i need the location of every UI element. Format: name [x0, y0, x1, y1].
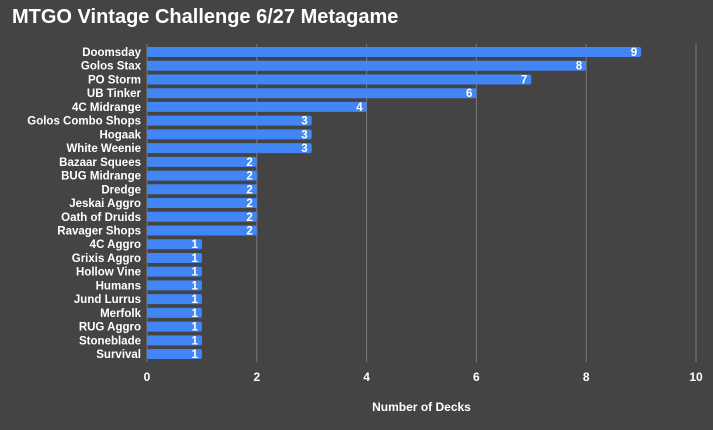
bar — [147, 198, 257, 209]
data-label: 1 — [191, 267, 198, 279]
category-label: Stoneblade — [79, 335, 141, 347]
category-label: RUG Aggro — [79, 322, 141, 334]
bar — [147, 294, 202, 305]
bar — [147, 349, 202, 360]
bar — [147, 321, 202, 332]
category-label: 4C Aggro — [90, 239, 141, 251]
category-label: UB Tinker — [87, 88, 142, 100]
category-label: 4C Midrange — [72, 102, 141, 114]
data-label: 1 — [191, 349, 198, 361]
category-label: Merfolk — [100, 308, 142, 320]
bar — [147, 60, 587, 71]
x-tick-label: 8 — [583, 370, 590, 384]
data-label: 2 — [246, 198, 252, 210]
category-label: Bazaar Squees — [59, 157, 141, 169]
data-label: 2 — [246, 171, 252, 183]
bar — [147, 129, 312, 140]
bar — [147, 156, 257, 167]
data-label: 2 — [246, 184, 252, 196]
category-label: White Weenie — [66, 143, 141, 155]
bar — [147, 47, 642, 57]
data-label: 7 — [521, 74, 527, 86]
bar — [147, 101, 367, 112]
data-label: 1 — [191, 294, 198, 306]
data-label: 1 — [191, 322, 198, 334]
bar — [147, 335, 202, 346]
data-label: 6 — [466, 88, 472, 100]
data-label: 9 — [631, 47, 637, 59]
category-label: Survival — [96, 349, 141, 361]
bar — [147, 184, 257, 195]
category-label: PO Storm — [88, 74, 141, 86]
bar — [147, 170, 257, 181]
category-label: Hollow Vine — [76, 267, 141, 279]
data-label: 1 — [191, 239, 198, 251]
bar — [147, 74, 532, 85]
data-label: 1 — [191, 335, 198, 347]
bar — [147, 307, 202, 318]
category-label: Doomsday — [82, 47, 141, 59]
data-label: 8 — [576, 61, 583, 73]
category-label: Grixis Aggro — [72, 253, 141, 265]
bar — [147, 115, 312, 126]
category-label: Golos Combo Shops — [27, 116, 141, 128]
bar — [147, 252, 202, 263]
category-label: Hogaak — [99, 129, 141, 141]
data-label: 4 — [356, 102, 363, 114]
category-label: Dredge — [101, 184, 141, 196]
bar — [147, 88, 477, 99]
category-label: Humans — [96, 280, 141, 292]
category-label: Ravager Shops — [57, 225, 141, 237]
data-label: 3 — [301, 143, 307, 155]
data-label: 2 — [246, 212, 252, 224]
bar — [147, 280, 202, 291]
data-label: 1 — [191, 253, 198, 265]
bar — [147, 211, 257, 222]
category-label: Jund Lurrus — [74, 294, 141, 306]
data-label: 1 — [191, 308, 198, 320]
data-label: 2 — [246, 157, 252, 169]
bar — [147, 239, 202, 250]
data-label: 3 — [301, 129, 307, 141]
category-label: Golos Stax — [81, 61, 142, 73]
bar — [147, 266, 202, 277]
x-axis-title: Number of Decks — [372, 400, 471, 414]
data-label: 2 — [246, 225, 252, 237]
x-tick-label: 6 — [473, 370, 480, 384]
bar — [147, 225, 257, 236]
category-label: Oath of Druids — [61, 212, 141, 224]
data-label: 3 — [301, 116, 307, 128]
x-tick-label: 2 — [253, 370, 260, 384]
x-tick-label: 4 — [363, 370, 370, 384]
data-label: 1 — [191, 280, 198, 292]
category-label: Jeskai Aggro — [69, 198, 141, 210]
bar — [147, 143, 312, 154]
x-tick-label: 0 — [144, 370, 151, 384]
x-tick-label: 10 — [689, 370, 703, 384]
category-label: BUG Midrange — [61, 171, 141, 183]
chart-title: MTGO Vintage Challenge 6/27 Metagame — [12, 6, 399, 28]
